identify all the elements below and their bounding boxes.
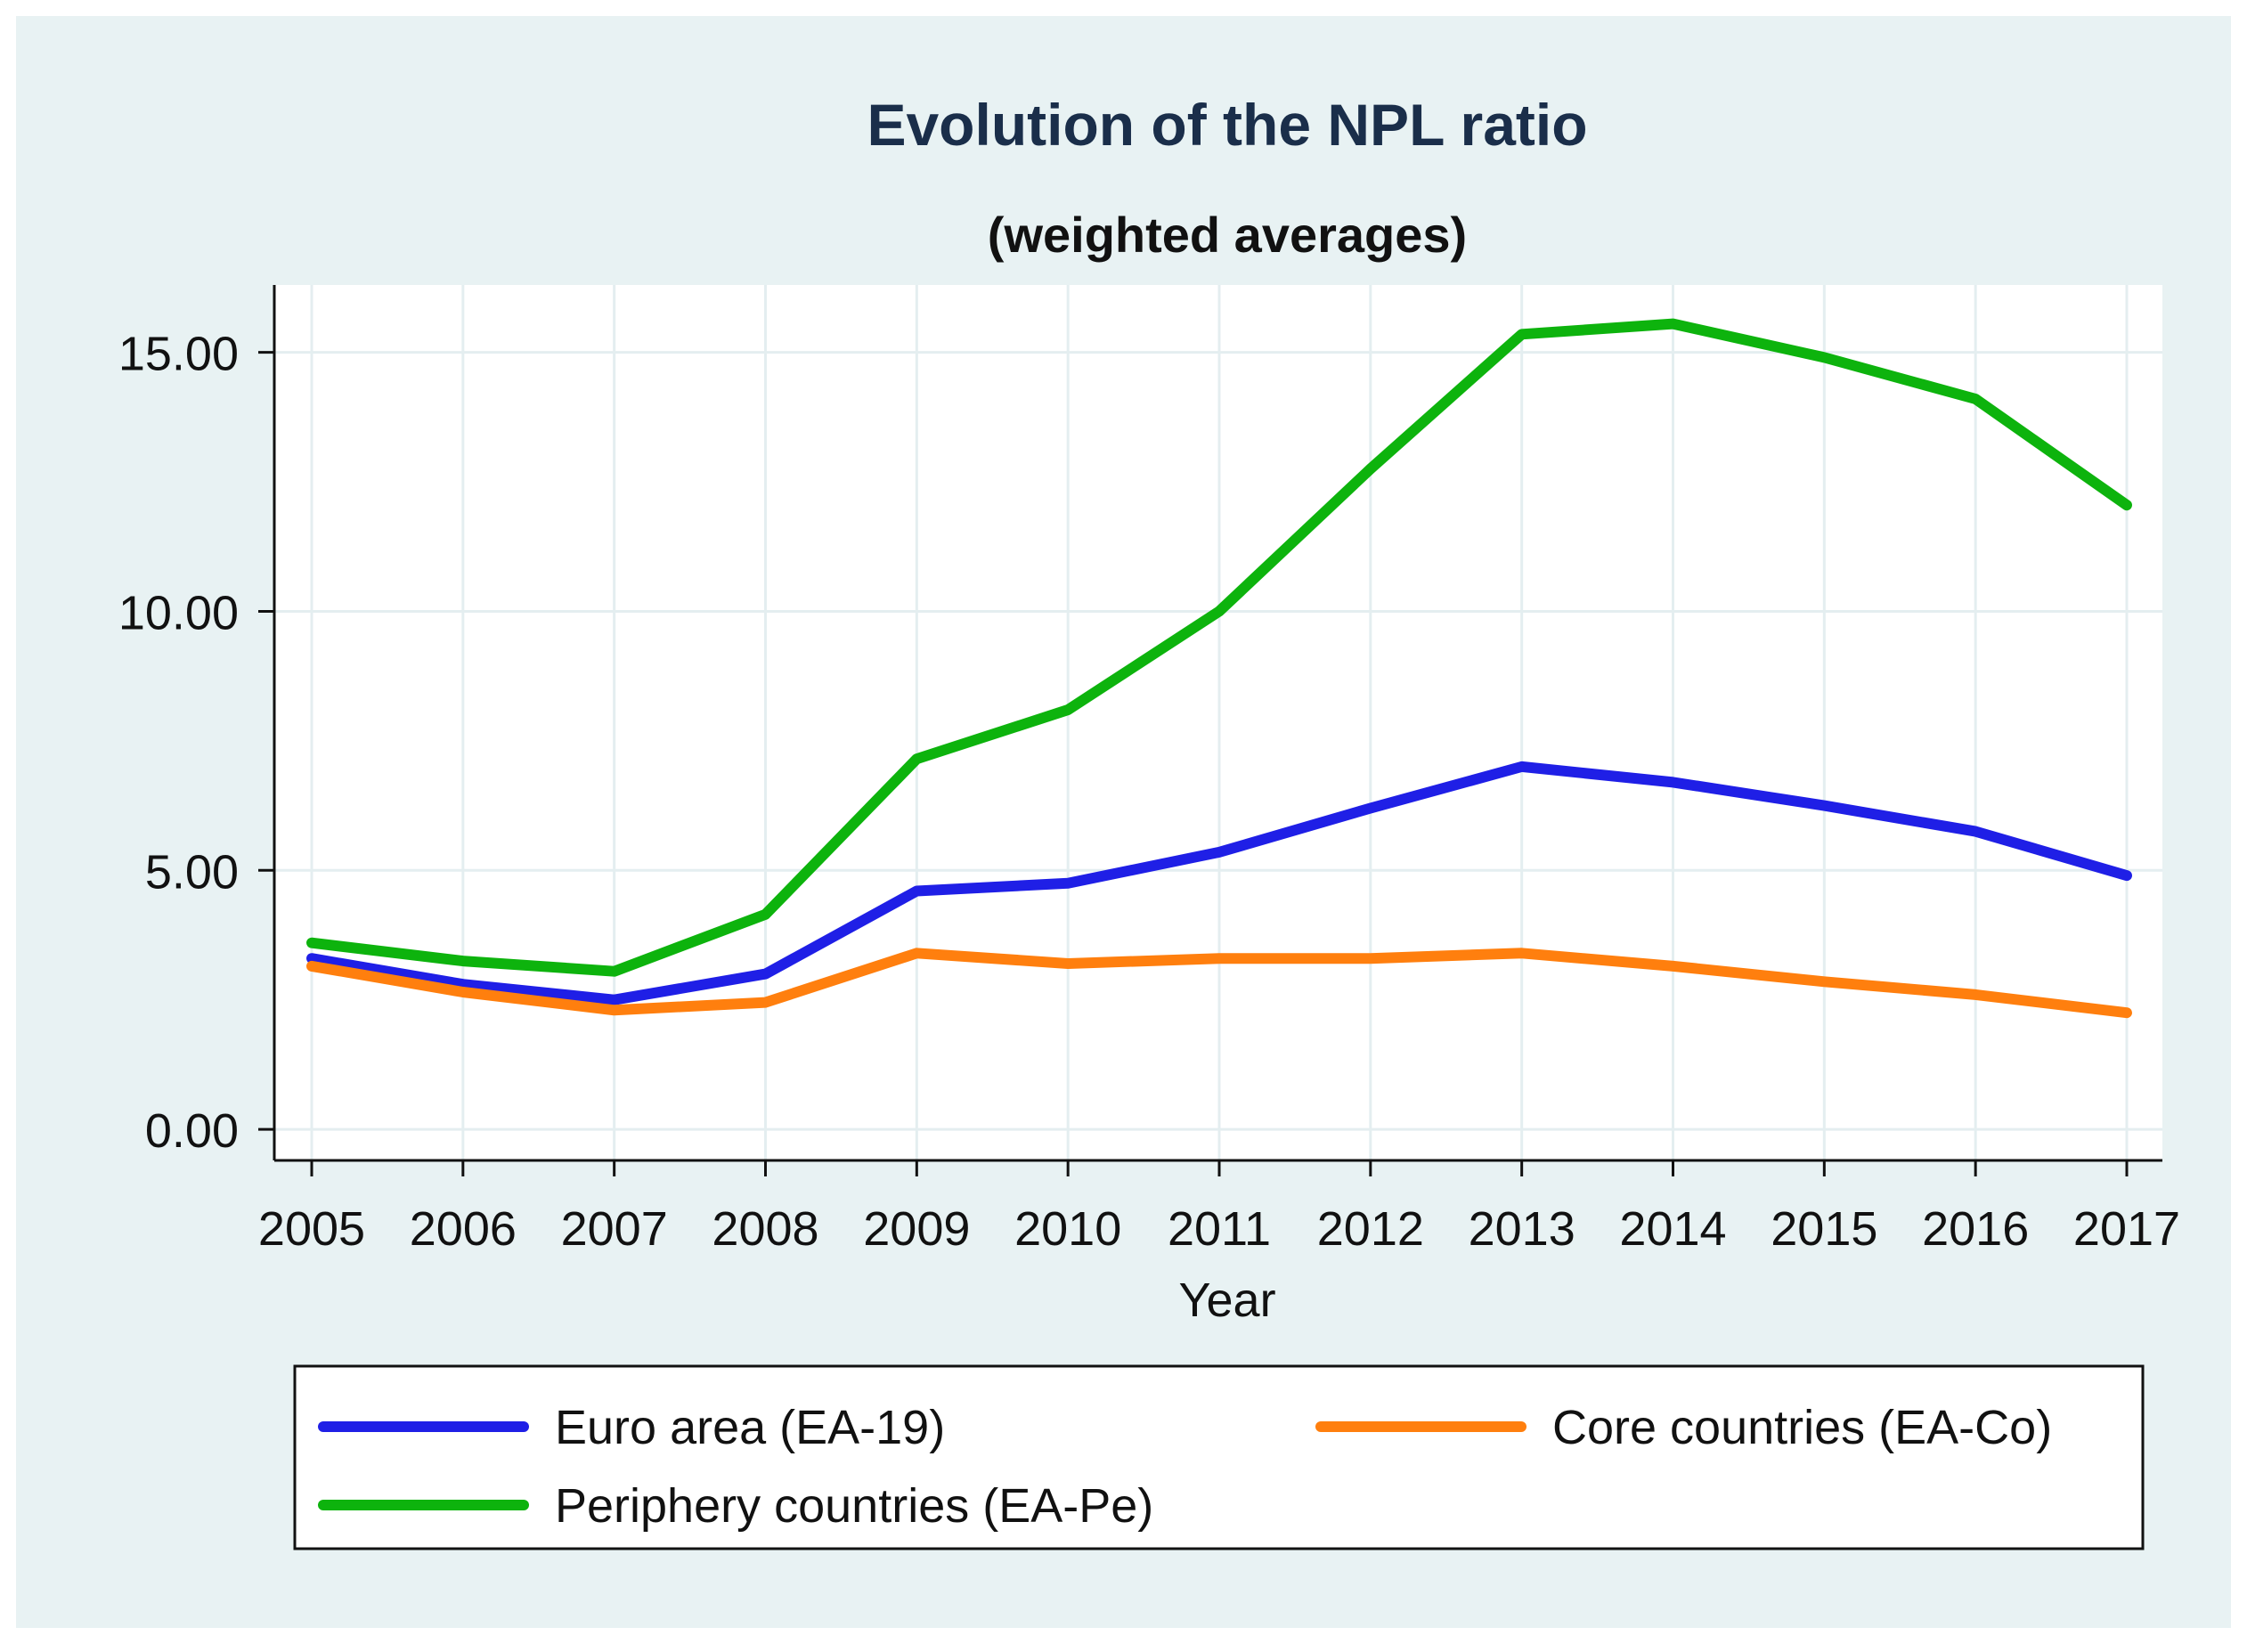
- y-tick-label: 0.00: [145, 1104, 239, 1158]
- x-tick-label: 2015: [1771, 1202, 1877, 1256]
- x-tick-label: 2011: [1168, 1202, 1271, 1256]
- series-line-euro-area-ea-19: [306, 761, 2132, 1005]
- chart-title: Evolution of the NPL ratio: [867, 92, 1587, 158]
- gridlines: [274, 285, 2162, 1160]
- x-tick-label: 2008: [712, 1202, 818, 1256]
- legend: Euro area (EA-19) Core countries (EA-Co) P…: [293, 1364, 2145, 1550]
- chart-panel: Evolution of the NPL ratio (weighted ave…: [16, 16, 2231, 1628]
- series-lines: [306, 318, 2132, 1019]
- legend-label-core-countries-ea-co: Core countries (EA-Co): [1552, 1401, 2052, 1454]
- series-line-core-countries-ea-co: [306, 948, 2132, 1019]
- x-tick-label: 2013: [1469, 1202, 1575, 1256]
- y-tick-label: 15.00: [118, 328, 239, 381]
- chart-svg: Evolution of the NPL ratio (weighted ave…: [118, 92, 2180, 1550]
- x-tick-labels: 2005 2006 2007 2008 2009 2010 2011 2012 2013 2014…: [258, 1202, 2180, 1256]
- x-tick-label: 2006: [410, 1202, 517, 1256]
- axes: [258, 285, 2162, 1176]
- x-tick-label: 2017: [2073, 1202, 2180, 1256]
- series-line-periphery-countries-ea-pe: [306, 318, 2132, 977]
- x-tick-label: 2009: [863, 1202, 970, 1256]
- x-tick-label: 2014: [1619, 1202, 1726, 1256]
- y-tick-label: 5.00: [145, 845, 239, 899]
- y-tick-label: 10.00: [118, 586, 239, 639]
- x-axis-label: Year: [1178, 1274, 1275, 1327]
- y-tick-labels: 0.00 5.00 10.00 15.00: [118, 328, 239, 1158]
- x-tick-label: 2016: [1922, 1202, 2029, 1256]
- x-tick-label: 2007: [561, 1202, 668, 1256]
- chart-subtitle: (weighted averages): [988, 207, 1467, 263]
- legend-label-euro-area-ea-19: Euro area (EA-19): [555, 1401, 945, 1454]
- x-tick-label: 2005: [258, 1202, 365, 1256]
- legend-box: [293, 1364, 2145, 1550]
- x-tick-label: 2012: [1317, 1202, 1424, 1256]
- x-tick-label: 2010: [1014, 1202, 1121, 1256]
- legend-label-periphery-countries-ea-pe: Periphery countries (EA-Pe): [555, 1479, 1153, 1533]
